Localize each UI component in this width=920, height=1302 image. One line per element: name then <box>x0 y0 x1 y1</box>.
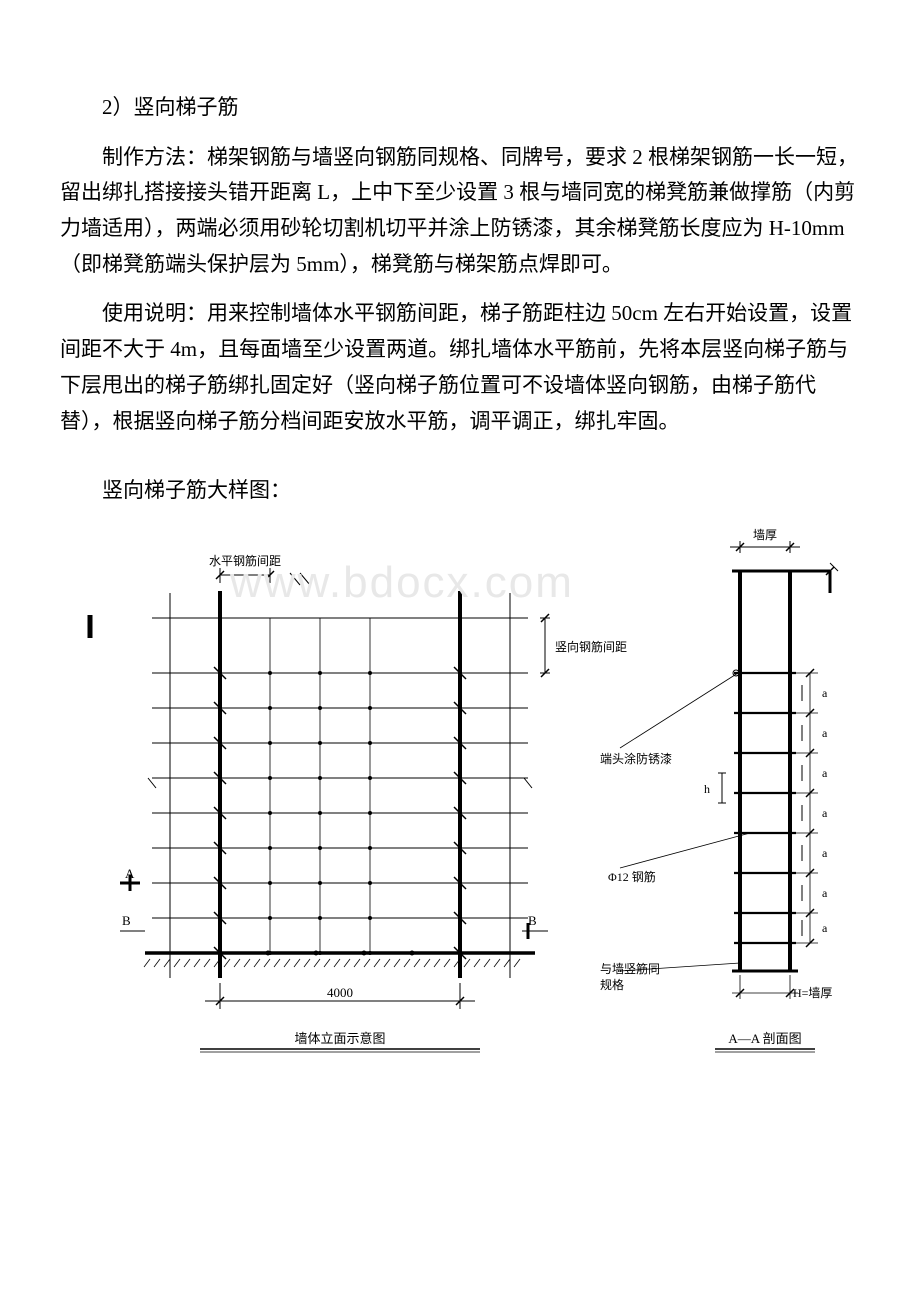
svg-text:a: a <box>822 766 828 780</box>
svg-text:端头涂防锈漆: 端头涂防锈漆 <box>600 751 672 766</box>
svg-text:a: a <box>822 886 828 900</box>
svg-text:A—A 剖面图: A—A 剖面图 <box>728 1031 801 1046</box>
engineering-diagram: 水平钢筋间距竖向钢筋间距ABB4000墙体立面示意图墙厚haaaaaaa端头涂防… <box>60 523 860 1063</box>
svg-text:a: a <box>822 686 828 700</box>
svg-text:墙厚: 墙厚 <box>753 528 777 542</box>
svg-text:Φ12 钢筋: Φ12 钢筋 <box>608 869 656 884</box>
diagram-caption: 竖向梯子筋大样图： <box>60 473 860 509</box>
svg-text:B: B <box>122 913 131 928</box>
svg-text:4000: 4000 <box>327 985 353 1000</box>
svg-text:a: a <box>822 921 828 935</box>
paragraph-method: 制作方法：梯架钢筋与墙竖向钢筋同规格、同牌号，要求 2 根梯架钢筋一长一短，留出… <box>60 140 860 283</box>
svg-text:A: A <box>125 866 135 881</box>
svg-text:与墙竖筋同: 与墙竖筋同 <box>600 961 660 976</box>
svg-text:a: a <box>822 806 828 820</box>
section-heading: 2）竖向梯子筋 <box>60 90 860 126</box>
paragraph-usage: 使用说明：用来控制墙体水平钢筋间距，梯子筋距柱边 50cm 左右开始设置，设置间… <box>60 296 860 439</box>
svg-text:h: h <box>704 782 710 796</box>
document-page: 2）竖向梯子筋 制作方法：梯架钢筋与墙竖向钢筋同规格、同牌号，要求 2 根梯架钢… <box>0 0 920 1123</box>
svg-text:规格: 规格 <box>600 977 624 992</box>
svg-text:竖向钢筋间距: 竖向钢筋间距 <box>555 639 627 654</box>
svg-text:a: a <box>822 846 828 860</box>
svg-text:a: a <box>822 726 828 740</box>
svg-text:墙体立面示意图: 墙体立面示意图 <box>294 1031 385 1046</box>
svg-text:H=墙厚: H=墙厚 <box>793 986 832 1000</box>
spacer <box>60 453 860 473</box>
svg-text:水平钢筋间距: 水平钢筋间距 <box>209 553 281 568</box>
diagram-container: www.bdocx.com 水平钢筋间距竖向钢筋间距ABB4000墙体立面示意图… <box>60 523 860 1063</box>
